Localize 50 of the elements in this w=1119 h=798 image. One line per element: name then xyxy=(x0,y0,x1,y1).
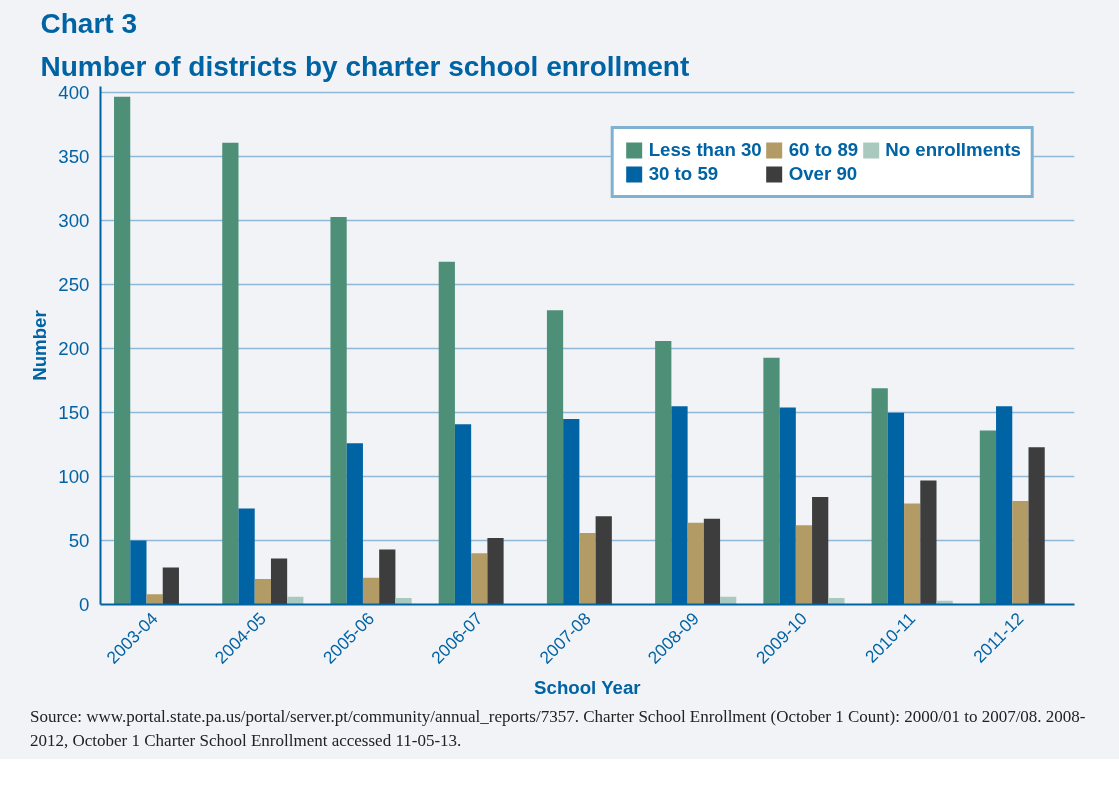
chart-subtitle: Number of districts by charter school enrollment xyxy=(40,50,690,82)
bar xyxy=(595,516,612,605)
y-tick-label: 250 xyxy=(58,274,90,296)
bar xyxy=(703,518,721,605)
legend-label: 30 to 59 xyxy=(648,163,719,185)
y-tick-label: 150 xyxy=(58,402,90,424)
bar xyxy=(438,261,455,605)
bar xyxy=(287,596,304,605)
bar xyxy=(579,532,596,605)
chart-title: Chart 3 xyxy=(40,7,137,39)
bar xyxy=(471,553,488,605)
y-tick-label: 50 xyxy=(68,530,90,552)
y-tick-label: 200 xyxy=(58,338,90,360)
bar xyxy=(687,522,704,605)
bar xyxy=(146,594,163,605)
bar xyxy=(270,558,288,605)
bar xyxy=(920,480,937,605)
legend-label: Less than 30 xyxy=(648,139,762,161)
x-axis-title: School Year xyxy=(534,676,641,698)
bar xyxy=(162,567,179,605)
bar xyxy=(487,537,504,605)
bar xyxy=(828,598,845,605)
bar xyxy=(1028,447,1045,605)
bar xyxy=(812,497,829,605)
bar xyxy=(330,216,347,605)
bar xyxy=(379,549,396,605)
source-note: Source: www.portal.state.pa.us/portal/server.pt/community/annual_reports/7357. Charter School Enrollment (October 1 Count): 2000/01 to 2007/08. 2008-2012, October 1 Charter School Enrollment accessed 11-05-13. xyxy=(30,705,1090,754)
bar xyxy=(362,577,380,605)
bar xyxy=(254,578,271,605)
bar xyxy=(1012,500,1029,605)
legend-label: No enrollments xyxy=(885,139,1021,161)
legend-label: 60 to 89 xyxy=(788,139,859,161)
bar xyxy=(795,525,813,605)
y-axis-title: Number xyxy=(29,310,51,381)
y-tick-label: 350 xyxy=(58,146,90,168)
y-tick-label: 400 xyxy=(58,82,90,104)
bar xyxy=(655,341,672,605)
bar xyxy=(222,142,239,605)
y-tick-label: 100 xyxy=(58,466,90,488)
bar xyxy=(871,388,888,605)
y-tick-label: 300 xyxy=(58,210,90,232)
bar xyxy=(720,596,737,605)
bar xyxy=(114,96,131,605)
bar xyxy=(979,430,997,605)
bar xyxy=(546,310,564,605)
bar xyxy=(763,357,780,605)
bar xyxy=(904,503,921,605)
y-tick-label: 0 xyxy=(79,594,90,615)
bar xyxy=(395,598,412,605)
legend-label: Over 90 xyxy=(788,163,858,185)
